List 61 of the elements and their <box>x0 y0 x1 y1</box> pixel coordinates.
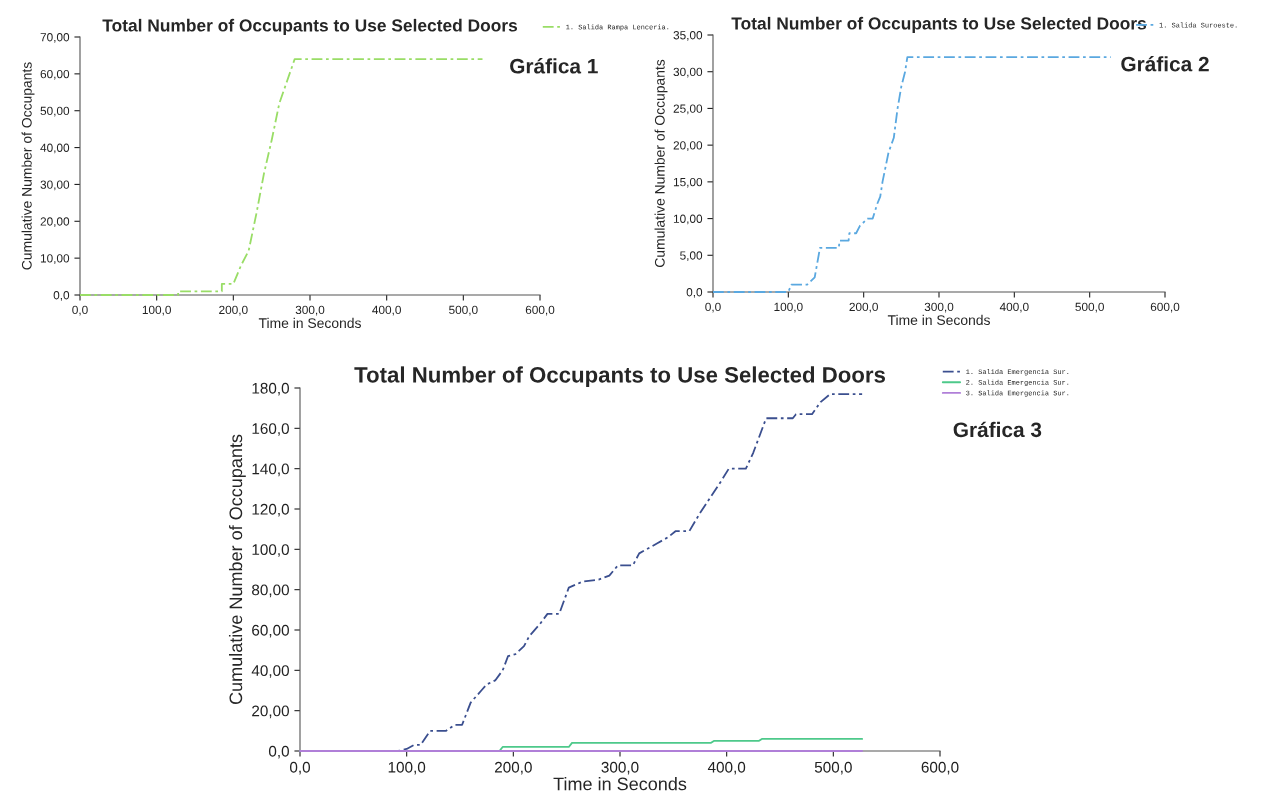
x-tick-label: 500,0 <box>449 305 478 316</box>
x-tick-label: 400,0 <box>372 305 401 316</box>
x-tick-label: 500,0 <box>814 761 852 775</box>
y-tick-label: 30,00 <box>40 180 70 191</box>
x-tick-label: 300,0 <box>924 302 954 313</box>
x-tick-label: 0,0 <box>705 302 721 313</box>
chart-title: Total Number of Occupants to Use Selected Doors <box>731 16 1147 34</box>
x-tick-label: 300,0 <box>601 761 639 775</box>
y-tick-label: 120,0 <box>252 503 289 517</box>
y-tick-label: 60,00 <box>252 624 289 638</box>
x-tick-label: 200,0 <box>494 761 532 775</box>
x-tick-label: 300,0 <box>295 305 325 316</box>
y-tick-label: 0,0 <box>268 745 289 759</box>
y-tick-label: 10,00 <box>673 214 703 225</box>
x-tick-label: 0,0 <box>289 761 311 775</box>
y-tick-label: 20,00 <box>673 141 703 151</box>
y-axis-title: Cumulative Number of Occupants <box>654 59 668 267</box>
y-tick-label: 140,0 <box>252 463 289 477</box>
x-axis-title: Time in Seconds <box>553 777 687 791</box>
line-series <box>79 58 484 296</box>
y-tick-label: 30,00 <box>673 67 703 78</box>
y-tick-label: 20,00 <box>40 217 70 228</box>
x-tick-label: 600,0 <box>921 761 959 775</box>
text: Gráfica 3 <box>953 421 1042 438</box>
x-tick-label: 100,0 <box>388 761 426 775</box>
annotation: Gráfica 2 <box>1121 55 1209 72</box>
y-tick-label: 160,0 <box>252 423 289 436</box>
x-axis-title: Time in Seconds <box>258 317 361 329</box>
y-tick-label: 180,0 <box>252 382 289 396</box>
x-tick-label: 600,0 <box>525 305 555 316</box>
x-tick-label: 100,0 <box>142 305 171 316</box>
y-tick-label: 5,00 <box>680 251 703 262</box>
line-series <box>712 56 1112 293</box>
x-tick-label: 500,0 <box>1075 302 1104 313</box>
y-axis-title: Cumulative Number of Occupants <box>21 62 35 270</box>
y-tick-label: 0,0 <box>53 291 70 301</box>
y-tick-label: 80,00 <box>252 584 289 598</box>
y-tick-label: 40,00 <box>40 143 70 154</box>
y-tick-label: 15,00 <box>673 177 703 188</box>
y-tick-label: 60,00 <box>40 69 70 80</box>
x-tick-label: 0,0 <box>72 305 88 316</box>
annotation: Gráfica 1 <box>510 58 598 74</box>
y-tick-label: 100,0 <box>252 544 289 557</box>
y-tick-label: 50,00 <box>40 106 70 117</box>
y-tick-label: 10,00 <box>40 254 70 264</box>
x-tick-label: 100,0 <box>774 302 803 313</box>
y-tick-label: 25,00 <box>673 104 703 115</box>
y-tick-label: 20,00 <box>252 705 289 719</box>
y-axis-title: Cumulative Number of Occupants <box>228 434 246 705</box>
x-tick-label: 200,0 <box>219 305 248 316</box>
y-tick-label: 40,00 <box>251 665 289 678</box>
chart-title: Total Number of Occupants to Use Selected Doors <box>102 18 518 36</box>
y-tick-label: 35,00 <box>673 31 703 41</box>
chart-title: Total Number of Occupants to Use Selected Doors <box>354 366 885 388</box>
y-tick-label: 0,0 <box>686 288 703 298</box>
x-tick-label: 600,0 <box>1150 302 1180 313</box>
x-tick-label: 200,0 <box>849 302 878 313</box>
x-axis-title: Time in Seconds <box>887 314 990 326</box>
x-tick-label: 400,0 <box>999 302 1029 313</box>
x-tick-label: 400,0 <box>707 761 746 775</box>
y-tick-label: 70,00 <box>40 33 70 43</box>
